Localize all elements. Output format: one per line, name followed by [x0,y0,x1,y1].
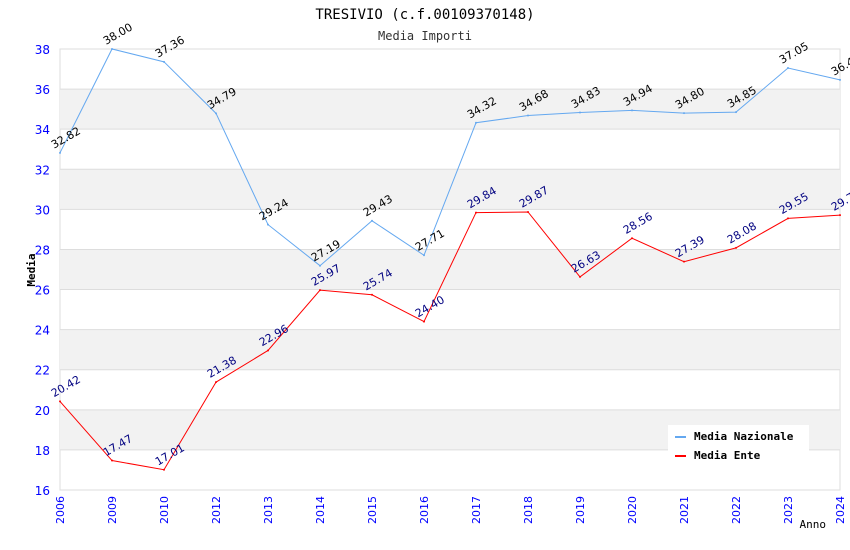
y-tick-label: 26 [35,284,50,298]
chart-title: TRESIVIO (c.f.00109370148) [315,7,534,23]
data-point [787,217,789,220]
y-tick-label: 24 [35,324,50,338]
legend-label-nazionale: Media Nazionale [694,430,794,443]
x-tick-label: 2010 [158,496,171,524]
x-tick-label: 2024 [834,496,847,524]
data-point [527,114,529,117]
data-point [423,320,425,323]
data-point [787,67,789,70]
data-point [267,223,269,226]
data-point [319,264,321,267]
x-tick-label: 2014 [314,496,327,524]
x-tick-label: 2017 [470,496,483,524]
y-tick-label: 28 [35,243,50,257]
x-tick-label: 2016 [418,496,431,524]
data-point [735,246,737,249]
y-tick-label: 36 [35,83,50,97]
data-point [579,111,581,114]
y-tick-label: 16 [35,484,50,498]
data-point [215,112,217,115]
grid-band [60,329,840,370]
data-point [371,219,373,222]
y-axis-label: Media [25,253,38,286]
x-tick-label: 2020 [626,496,639,524]
data-point [579,275,581,278]
x-tick-label: 2012 [210,496,223,524]
grid-band [60,89,840,130]
data-point [631,109,633,112]
y-tick-label: 34 [35,123,50,137]
grid-band [60,249,840,290]
x-tick-label: 2013 [262,496,275,524]
legend-swatch-ente [675,455,686,457]
y-tick-label: 38 [35,43,50,57]
data-point [631,237,633,240]
data-point [267,349,269,352]
data-point [475,211,477,214]
legend-label-ente: Media Ente [694,449,761,462]
x-tick-label: 2022 [730,496,743,524]
x-axis-label: Anno [800,518,827,531]
y-tick-label: 32 [35,163,50,177]
data-point [735,111,737,114]
x-tick-label: 2019 [574,496,587,524]
data-point [475,121,477,124]
data-point [319,289,321,292]
data-point [839,78,841,81]
data-point [59,400,61,403]
data-point [527,210,529,213]
y-tick-label: 22 [35,364,50,378]
data-point [163,468,165,471]
x-tick-label: 2015 [366,496,379,524]
series-line-nazionale [59,48,841,267]
data-point [111,48,113,50]
data-point [163,60,165,63]
data-point [371,293,373,296]
data-point [111,459,113,462]
series-line-ente [59,211,841,471]
data-point [59,151,61,154]
x-tick-label: 2006 [54,496,67,524]
legend: Media Nazionale Media Ente [668,425,809,466]
data-label: 38.00 [101,21,135,48]
x-tick-label: 2023 [782,496,795,524]
x-tick-label: 2021 [678,496,691,524]
chart-subtitle: Media Importi [378,29,472,43]
data-point [683,112,685,115]
legend-swatch-nazionale [675,436,686,438]
x-tick-label: 2018 [522,496,535,524]
data-point [215,381,217,384]
data-point [683,260,685,263]
data-point [839,214,841,217]
y-tick-label: 30 [35,203,50,217]
x-tick-label: 2009 [106,496,119,524]
data-point [423,254,425,257]
y-tick-label: 18 [35,444,50,458]
y-tick-label: 20 [35,404,50,418]
